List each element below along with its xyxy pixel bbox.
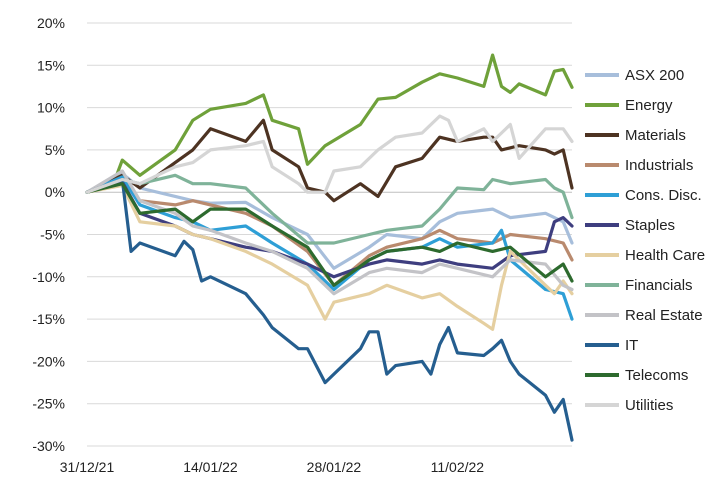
legend-label: ASX 200 xyxy=(625,67,684,84)
y-tick-label: -20% xyxy=(32,353,65,369)
y-tick-label: -25% xyxy=(32,396,65,412)
y-tick-label: -10% xyxy=(32,269,65,285)
series-line-utilities xyxy=(85,114,574,194)
x-tick-label: 28/01/22 xyxy=(307,459,362,475)
series-lines xyxy=(85,53,574,442)
legend-label: Energy xyxy=(625,97,673,114)
series-line-materials xyxy=(85,118,574,203)
y-tick-label: 15% xyxy=(37,57,65,73)
gridlines xyxy=(87,22,572,447)
y-axis-tick-labels: 20% 15% 10% 5% 0% -5% -10% -15% -20% -25% -30% xyxy=(32,15,65,454)
series-line-energy xyxy=(85,53,574,194)
y-tick-label: 0% xyxy=(45,184,65,200)
legend-label: Materials xyxy=(625,127,686,144)
y-tick-label: 5% xyxy=(45,142,65,158)
series-line-it xyxy=(85,177,574,442)
legend-label: Cons. Disc. xyxy=(625,187,702,204)
y-tick-label: 10% xyxy=(37,100,65,116)
x-tick-label: 14/01/22 xyxy=(183,459,238,475)
legend-label: IT xyxy=(625,337,638,354)
x-tick-label: 31/12/21 xyxy=(60,459,115,475)
x-axis-tick-labels: 31/12/21 14/01/22 28/01/22 11/02/22 xyxy=(60,459,485,475)
series-line-financials xyxy=(85,173,574,245)
series-line-real-estate xyxy=(85,169,574,296)
series-line-asx-200 xyxy=(85,172,574,270)
x-tick-label: 11/02/22 xyxy=(431,459,485,475)
y-tick-label: -5% xyxy=(40,227,65,243)
legend-label: Staples xyxy=(625,217,675,234)
series-line-health-care xyxy=(85,183,574,331)
legend-label: Health Care xyxy=(625,247,705,264)
legend-label: Financials xyxy=(625,277,693,294)
legend-label: Industrials xyxy=(625,157,693,174)
y-tick-label: -15% xyxy=(32,311,65,327)
legend: ASX 200 Energy Materials Industrials Cons. D… xyxy=(585,67,705,414)
legend-label: Telecoms xyxy=(625,367,688,384)
y-tick-label: -30% xyxy=(32,438,65,454)
legend-label: Utilities xyxy=(625,397,673,414)
y-tick-label: 20% xyxy=(37,15,65,31)
legend-label: Real Estate xyxy=(625,307,703,324)
series-line-telecoms xyxy=(85,182,574,287)
